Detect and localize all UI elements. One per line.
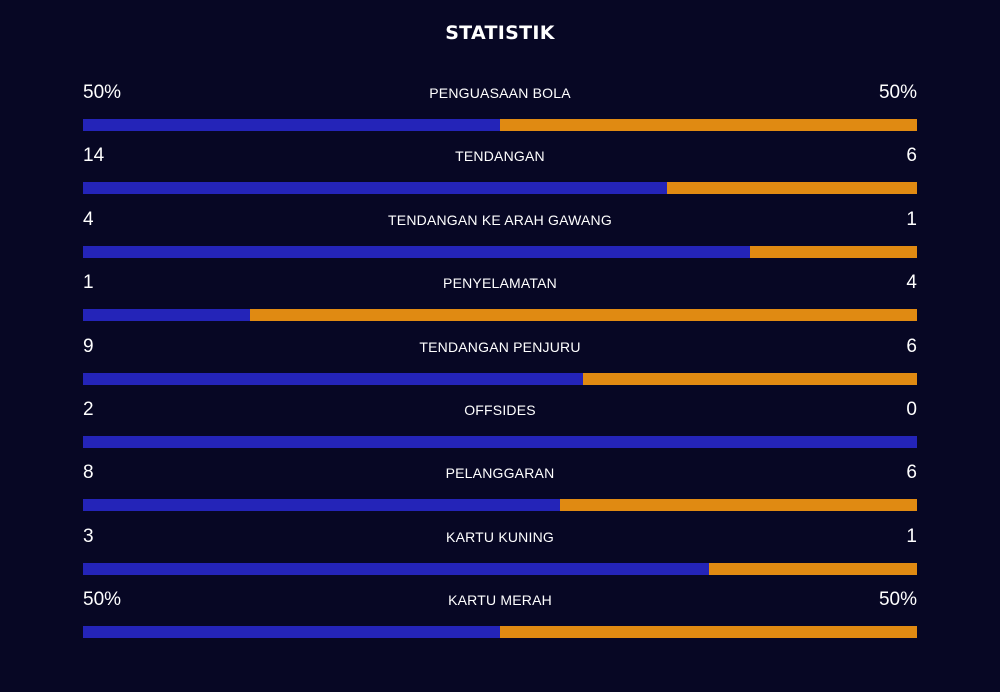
stat-label: KARTU MERAH [448,592,552,609]
home-bar-segment [83,626,500,639]
stat-row: 14 TENDANGAN 6 [83,141,917,204]
away-value: 50% [878,82,917,103]
away-value: 4 [906,272,917,294]
stat-label: PELANGGARAN [445,465,555,482]
stat-header: 3 KARTU KUNING 1 [83,522,917,554]
stat-label: TENDANGAN KE ARAH GAWANG [388,211,612,228]
away-bar-segment [708,562,917,575]
home-bar-segment [83,499,560,512]
comparison-bar [83,245,917,258]
home-bar-segment [83,119,500,131]
away-value: 6 [906,335,917,357]
home-bar-segment [83,182,667,195]
stat-label: OFFSIDES [464,401,536,418]
away-bar-segment [666,182,917,195]
stat-label: KARTU KUNING [446,528,554,545]
stat-label: TENDANGAN PENJURU [419,338,581,355]
home-bar-segment [83,435,917,448]
stat-row: 50% KARTU MERAH 50% [83,585,917,648]
comparison-bar [83,372,917,385]
home-bar-segment [83,245,751,258]
stat-row: 4 TENDANGAN KE ARAH GAWANG 1 [83,205,917,268]
stat-header: 1 PENYELAMATAN 4 [83,268,917,300]
stat-label: PENYELAMATAN [443,275,557,292]
stat-label: TENDANGAN [455,148,545,165]
stat-header: 2 OFFSIDES 0 [83,395,917,427]
stat-header: 8 PELANGGARAN 6 [83,458,917,490]
stat-row: 9 TENDANGAN PENJURU 6 [83,332,917,395]
stat-row: 1 PENYELAMATAN 4 [83,268,917,331]
stat-row: 8 PELANGGARAN 6 [83,458,917,521]
comparison-bar [83,309,917,322]
away-value: 1 [906,525,917,547]
home-value: 2 [83,398,94,420]
home-value: 50% [83,589,122,611]
away-value: 6 [906,145,917,167]
away-value: 50% [878,589,917,611]
comparison-bar [83,435,917,448]
stat-header: 9 TENDANGAN PENJURU 6 [83,332,917,364]
away-value: 0 [906,398,917,420]
home-value: 9 [83,335,94,357]
comparison-bar [83,499,917,512]
home-bar-segment [83,309,250,322]
comparison-bar [83,119,917,131]
home-value: 8 [83,462,94,484]
away-bar-segment [559,499,917,512]
stat-header: 50% PENGUASAAN BOLA 50% [83,78,917,110]
away-value: 1 [906,208,917,230]
stat-row: 3 KARTU KUNING 1 [83,522,917,585]
stat-row: 50% PENGUASAAN BOLA 50% [83,78,917,141]
away-bar-segment [500,626,917,639]
away-value: 6 [906,462,917,484]
comparison-bar [83,182,917,195]
home-value: 4 [83,208,94,230]
home-bar-segment [83,372,584,385]
away-bar-segment [750,245,917,258]
stats-list: 50% PENGUASAAN BOLA 50% 14 TENDANGAN 6 4 TENDAN… [83,78,917,649]
stat-header: 50% KARTU MERAH 50% [83,585,917,617]
away-bar-segment [500,119,917,131]
stat-header: 14 TENDANGAN 6 [83,141,917,173]
stat-label: PENGUASAAN BOLA [429,85,571,101]
home-bar-segment [83,562,709,575]
home-value: 14 [83,145,105,167]
stat-row: 2 OFFSIDES 0 [83,395,917,458]
stats-title: STATISTIK [445,22,555,44]
stat-header: 4 TENDANGAN KE ARAH GAWANG 1 [83,205,917,237]
home-value: 50% [83,82,122,103]
away-bar-segment [249,309,917,322]
comparison-bar [83,562,917,575]
comparison-bar [83,626,917,639]
home-value: 1 [83,272,94,294]
away-bar-segment [583,372,917,385]
home-value: 3 [83,525,94,547]
